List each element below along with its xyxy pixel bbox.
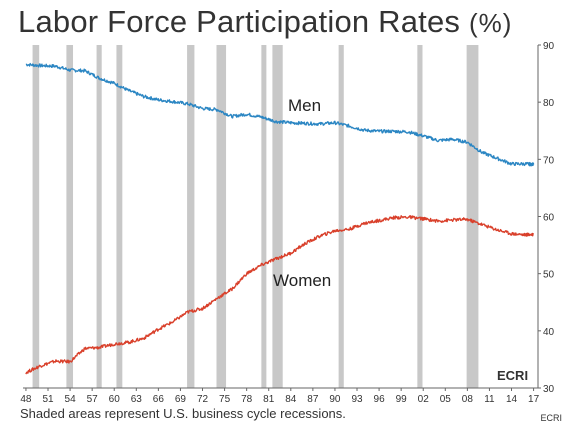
recession-band-0 (32, 45, 40, 388)
x-tick-label: 08 (462, 394, 474, 405)
x-tick-label: 84 (285, 394, 297, 405)
x-tick-label: 05 (440, 394, 452, 405)
x-tick-label: 51 (42, 394, 54, 405)
x-tick-label: 81 (263, 394, 275, 405)
y-tick-label: 60 (543, 213, 555, 224)
recession-band-8 (338, 45, 344, 388)
x-tick-label: 57 (87, 394, 99, 405)
x-tick-label: 69 (175, 394, 187, 405)
series-lines (25, 62, 535, 375)
y-tick-label: 40 (543, 327, 555, 338)
y-tick-label: 90 (543, 41, 555, 52)
recession-band-9 (417, 45, 423, 388)
x-tick-label: 75 (219, 394, 231, 405)
title-unit: (%) (468, 8, 513, 38)
x-tick-label: 02 (418, 394, 430, 405)
y-tick-label: 30 (543, 384, 555, 395)
recession-band-6 (261, 45, 267, 388)
x-tick-label: 54 (65, 394, 77, 405)
men-series-label: Men (288, 96, 321, 115)
x-tick-label: 99 (396, 394, 408, 405)
footnote: Shaded areas represent U.S. business cyc… (20, 406, 346, 421)
recession-band-5 (216, 45, 227, 388)
recession-band-1 (66, 45, 74, 388)
x-tick-label: 48 (20, 394, 32, 405)
x-tick-label: 90 (329, 394, 341, 405)
x-tick-label: 60 (109, 394, 121, 405)
ecri-logo: ECRI (497, 368, 528, 383)
y-tick-label: 70 (543, 155, 555, 166)
x-tick-label: 66 (153, 394, 165, 405)
x-tick-label: 17 (528, 394, 540, 405)
series-line-women (25, 215, 535, 375)
x-tick-label: 14 (506, 394, 518, 405)
x-tick-label: 72 (197, 394, 209, 405)
series-line-men (25, 62, 535, 167)
y-tick-label: 50 (543, 270, 555, 281)
x-tick-label: 96 (374, 394, 386, 405)
x-tick-labels: 48 51 54 57 60 63 66 69 72 75 78 81 84 87 90 93 96 99 02 05… (20, 388, 540, 405)
recession-band-2 (96, 45, 102, 388)
recession-band-3 (116, 45, 123, 388)
y-tick-labels: 30 40 50 60 70 80 90 (538, 41, 555, 395)
source-label: ECRI (540, 413, 562, 423)
x-tick-label: 87 (307, 394, 319, 405)
chart-title: Labor Force Participation Rates (%) (18, 4, 512, 40)
recession-band-10 (466, 45, 479, 388)
x-tick-label: 78 (241, 394, 253, 405)
recession-bands (32, 45, 479, 388)
title-text: Labor Force Participation Rates (18, 4, 461, 39)
y-tick-label: 80 (543, 98, 555, 109)
x-tick-label: 11 (484, 394, 495, 405)
x-tick-label: 63 (131, 394, 143, 405)
women-series-label: Women (273, 271, 331, 290)
x-tick-label: 93 (351, 394, 363, 405)
recession-band-7 (272, 45, 283, 388)
recession-band-4 (187, 45, 195, 388)
